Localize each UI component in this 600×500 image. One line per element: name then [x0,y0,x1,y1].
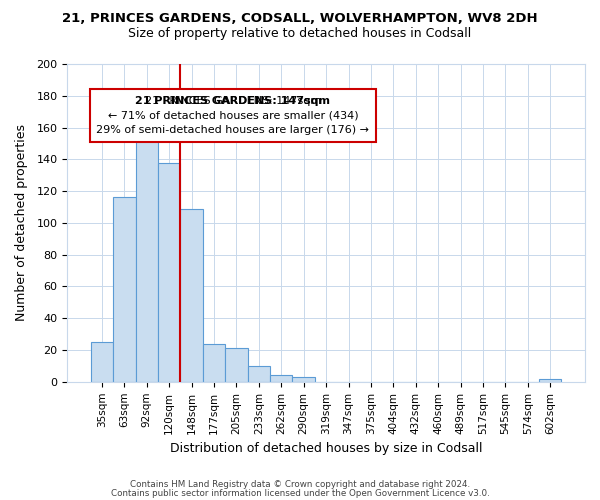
Bar [539,378,562,382]
Text: 21 PRINCES GARDENS: 147sqm: 21 PRINCES GARDENS: 147sqm [136,96,331,106]
Text: Contains public sector information licensed under the Open Government Licence v3: Contains public sector information licen… [110,489,490,498]
Bar [203,344,225,382]
Bar [292,377,315,382]
Bar [225,348,248,382]
Bar [248,366,270,382]
Bar [158,162,181,382]
Bar [181,208,203,382]
Bar [91,342,113,382]
X-axis label: Distribution of detached houses by size in Codsall: Distribution of detached houses by size … [170,442,482,455]
Bar [270,376,292,382]
Text: Contains HM Land Registry data © Crown copyright and database right 2024.: Contains HM Land Registry data © Crown c… [130,480,470,489]
Y-axis label: Number of detached properties: Number of detached properties [15,124,28,322]
Bar [113,198,136,382]
Text: Size of property relative to detached houses in Codsall: Size of property relative to detached ho… [128,28,472,40]
Text: 21 PRINCES GARDENS: 147sqm
← 71% of detached houses are smaller (434)
29% of sem: 21 PRINCES GARDENS: 147sqm ← 71% of deta… [97,96,370,136]
Bar [136,121,158,382]
Text: 21, PRINCES GARDENS, CODSALL, WOLVERHAMPTON, WV8 2DH: 21, PRINCES GARDENS, CODSALL, WOLVERHAMP… [62,12,538,26]
